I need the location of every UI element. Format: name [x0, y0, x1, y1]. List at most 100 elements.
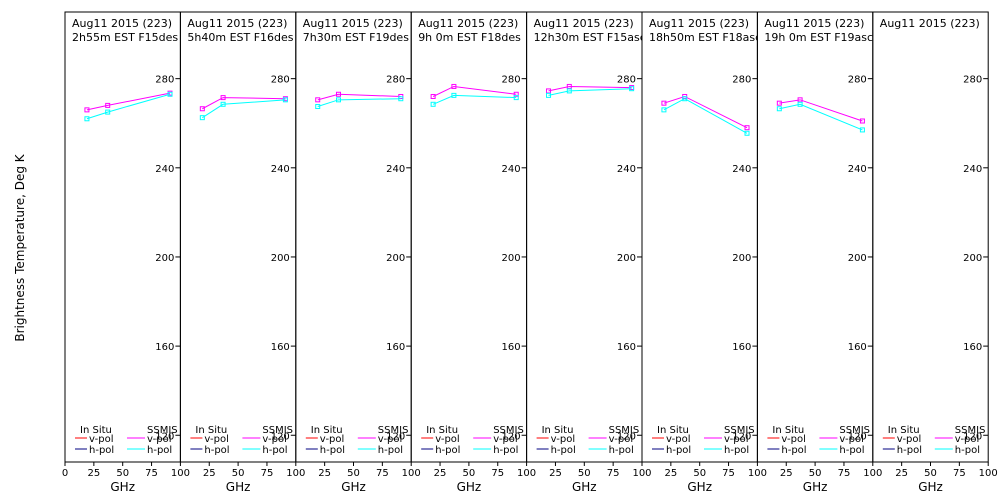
- legend-group-ssmis: SSMIS: [839, 425, 870, 436]
- series-line-h-pol: [663, 98, 748, 134]
- y-tick-label: 120: [386, 431, 405, 442]
- series-point-h-pol: [744, 130, 750, 136]
- legend-group-ssmis: SSMIS: [493, 425, 524, 436]
- legend-label-ssmis: v-pol: [378, 434, 403, 445]
- series-point-h-pol: [315, 104, 321, 110]
- y-tick-label: 200: [732, 253, 751, 264]
- legend-group-insitu: In Situ: [772, 425, 804, 436]
- legend-group-insitu: In Situ: [542, 425, 574, 436]
- y-tick-label: 200: [848, 253, 867, 264]
- legend-group-insitu: In Situ: [311, 425, 343, 436]
- legend-label-insitu: v-pol: [666, 434, 691, 445]
- y-tick-label: 280: [271, 75, 290, 86]
- y-tick-label: 160: [271, 342, 290, 353]
- series-point-h-pol: [220, 101, 226, 107]
- x-tick-label: 50: [578, 468, 591, 479]
- series-line-v-pol: [779, 99, 863, 122]
- series-point-v-pol: [335, 91, 341, 97]
- panel-title-line2: 5h40m EST F16des: [187, 31, 293, 44]
- legend-label-insitu: h-pol: [551, 445, 576, 456]
- series-point-v-pol: [661, 100, 667, 106]
- x-tick-label: 100: [286, 468, 305, 479]
- legend-label-insitu: h-pol: [89, 445, 114, 456]
- panel-title-group: Aug11 2015 (223)7h30m EST F19des: [303, 17, 409, 44]
- panel-title-line1: Aug11 2015 (223): [303, 17, 403, 30]
- y-tick-label: 120: [732, 431, 751, 442]
- x-axis-label: GHz: [226, 480, 251, 494]
- legend-label-insitu: v-pol: [435, 434, 460, 445]
- x-tick-label: 75: [953, 468, 966, 479]
- series-line-h-pol: [202, 99, 286, 119]
- legend-group-insitu: In Situ: [195, 425, 227, 436]
- x-tick-label: 100: [171, 468, 190, 479]
- series-point-h-pol: [682, 96, 688, 102]
- y-tick-label: 160: [386, 342, 405, 353]
- panel-title-line1: Aug11 2015 (223): [880, 17, 980, 30]
- panel-title-group: Aug11 2015 (223): [880, 17, 980, 30]
- panel-title-group: Aug11 2015 (223)12h30m EST F15asc: [534, 17, 642, 44]
- legend-group-ssmis: SSMIS: [724, 425, 755, 436]
- series-line-v-pol: [548, 85, 632, 92]
- legend-label-ssmis: h-pol: [262, 445, 287, 456]
- series-point-h-pol: [629, 86, 635, 92]
- y-tick-label: 160: [732, 342, 751, 353]
- legend-label-ssmis: h-pol: [147, 445, 172, 456]
- series-point-h-pol: [513, 95, 519, 101]
- y-tick-label: 120: [271, 431, 290, 442]
- y-tick-label: 280: [386, 75, 405, 86]
- panel-5: Aug11 2015 (223)12h30m EST F15asc 120 160 2…: [526, 11, 652, 494]
- x-tick-label: 75: [261, 468, 274, 479]
- series-line-h-pol: [432, 94, 517, 105]
- panel-7: Aug11 2015 (223)19h 0m EST F19asc 120 160 2…: [756, 11, 882, 494]
- panel-title-line2: 9h 0m EST F18des: [418, 31, 521, 44]
- x-tick-label: 100: [748, 468, 767, 479]
- panel-title-group: Aug11 2015 (223)2h55m EST F15des: [72, 17, 178, 44]
- legend-label-insitu: v-pol: [320, 434, 345, 445]
- legend-label-ssmis: v-pol: [147, 434, 172, 445]
- x-tick-label: 100: [517, 468, 536, 479]
- panel-title-line2: 18h50m EST F18asc: [649, 31, 761, 44]
- y-tick-label: 160: [502, 342, 521, 353]
- y-tick-label: 120: [963, 431, 982, 442]
- legend-label-ssmis: v-pol: [262, 434, 287, 445]
- panel-title-group: Aug11 2015 (223)18h50m EST F18asc: [649, 17, 761, 44]
- series-point-v-pol: [430, 93, 436, 99]
- legend-label-ssmis: v-pol: [609, 434, 634, 445]
- series-point-v-pol: [513, 91, 519, 97]
- y-tick-label: 240: [386, 164, 405, 175]
- x-tick-label: 100: [632, 468, 651, 479]
- x-tick-label: 50: [116, 468, 129, 479]
- legend-label-ssmis: h-pol: [724, 445, 749, 456]
- x-tick-label: 25: [318, 468, 331, 479]
- x-tick-label: 25: [549, 468, 562, 479]
- panel-title-line1: Aug11 2015 (223): [72, 17, 172, 30]
- y-tick-label: 280: [617, 75, 636, 86]
- y-tick-label: 240: [617, 164, 636, 175]
- series-point-h-pol: [199, 115, 205, 121]
- legend-label-insitu: h-pol: [320, 445, 345, 456]
- panel-title-line1: Aug11 2015 (223): [418, 17, 518, 30]
- x-tick-label: 50: [693, 468, 706, 479]
- y-tick-label: 200: [617, 253, 636, 264]
- legend-group-ssmis: SSMIS: [147, 425, 178, 436]
- y-tick-label: 280: [155, 75, 174, 86]
- y-tick-label: 240: [732, 164, 751, 175]
- legend-group-insitu: In Situ: [888, 425, 920, 436]
- panel-title-line1: Aug11 2015 (223): [649, 17, 749, 30]
- legend-label-ssmis: h-pol: [493, 445, 518, 456]
- panels-group: Aug11 2015 (223)2h55m EST F15des12016020…: [62, 11, 998, 494]
- panel-6: Aug11 2015 (223)18h50m EST F18asc 120 160 2…: [641, 11, 767, 494]
- series-point-h-pol: [398, 96, 404, 102]
- x-axis-label: GHz: [687, 480, 712, 494]
- series-line-v-pol: [663, 95, 748, 129]
- panel-title-line2: 2h55m EST F15des: [72, 31, 178, 44]
- x-tick-label: 50: [463, 468, 476, 479]
- panel-title-line2: 7h30m EST F19des: [303, 31, 409, 44]
- legend-label-ssmis: v-pol: [839, 434, 864, 445]
- series-line-h-pol: [548, 88, 632, 96]
